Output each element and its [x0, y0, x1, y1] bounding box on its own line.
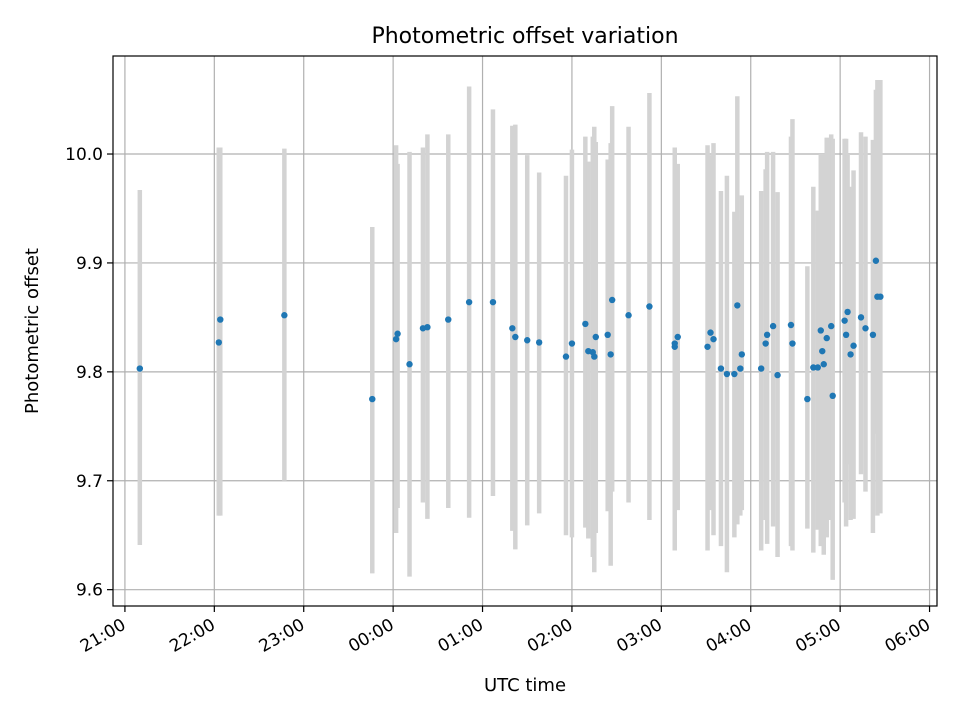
data-point	[737, 365, 744, 372]
x-tick-label: 04:00	[703, 615, 755, 657]
data-point	[841, 317, 848, 324]
x-axis-ticks: 21:00 22:00 23:00 00:00 01:00 02:00 03:00 04:00…	[77, 606, 934, 657]
data-point	[704, 343, 711, 350]
y-tick-label: 9.6	[76, 581, 103, 601]
x-axis-label: UTC time	[484, 675, 566, 696]
data-point	[489, 298, 497, 306]
x-tick-label: 06:00	[882, 615, 934, 657]
data-point	[862, 325, 869, 332]
data-point	[823, 334, 830, 342]
data-point	[217, 316, 224, 323]
data-point	[445, 316, 452, 323]
x-tick-label: 01:00	[435, 615, 487, 657]
data-point	[872, 257, 880, 264]
x-tick-label: 05:00	[792, 615, 844, 657]
data-point	[509, 325, 516, 332]
data-point	[424, 323, 431, 331]
data-point	[524, 337, 531, 344]
data-point	[535, 339, 543, 346]
data-point	[215, 339, 222, 346]
x-tick-label: 21:00	[77, 615, 129, 657]
data-point	[671, 340, 678, 347]
data-point	[674, 333, 681, 341]
data-point	[850, 342, 857, 349]
y-tick-label: 9.7	[76, 472, 103, 492]
x-tick-label: 22:00	[166, 615, 218, 657]
data-point	[828, 322, 835, 330]
x-tick-label: 02:00	[524, 615, 576, 657]
data-point	[646, 303, 653, 310]
data-point	[136, 365, 144, 372]
data-point	[857, 314, 865, 321]
data-point	[592, 333, 599, 341]
data-point	[406, 361, 413, 368]
data-points	[136, 257, 884, 403]
data-point	[814, 364, 821, 371]
data-point	[817, 327, 824, 334]
data-point	[465, 298, 473, 306]
data-point	[738, 351, 746, 358]
y-axis-ticks: 9.6 9.7 9.8 9.9 10.0	[65, 145, 113, 601]
data-point	[769, 322, 777, 330]
data-point	[819, 347, 826, 355]
data-point	[723, 370, 731, 378]
data-point	[877, 293, 884, 300]
data-point	[763, 331, 771, 339]
y-tick-label: 9.8	[76, 363, 103, 383]
y-tick-label: 9.9	[76, 254, 103, 274]
data-point	[392, 335, 400, 343]
chart-title: Photometric offset variation	[371, 24, 678, 49]
data-point	[604, 331, 611, 339]
data-point	[787, 321, 795, 329]
data-point	[591, 353, 598, 360]
data-point	[810, 364, 817, 371]
plot-frame	[112, 55, 938, 607]
data-point	[608, 296, 616, 304]
data-point	[625, 312, 632, 319]
data-point	[842, 331, 850, 339]
y-tick-label: 10.0	[65, 145, 103, 165]
data-point	[562, 353, 570, 360]
data-point	[757, 365, 765, 372]
data-point	[707, 329, 714, 336]
data-point	[774, 371, 781, 379]
data-point	[804, 395, 811, 403]
data-point	[847, 351, 854, 358]
data-point	[829, 392, 836, 400]
data-point	[717, 365, 725, 372]
data-point	[512, 333, 519, 341]
data-point	[568, 340, 576, 347]
data-point	[789, 340, 796, 347]
data-point	[281, 312, 288, 319]
data-point	[844, 308, 851, 316]
y-axis-label: Photometric offset	[22, 248, 43, 414]
data-point	[710, 335, 717, 343]
data-point	[869, 331, 877, 339]
x-tick-label: 23:00	[256, 615, 308, 657]
data-point	[582, 320, 589, 328]
data-point	[731, 370, 738, 378]
x-tick-label: 00:00	[345, 615, 397, 657]
data-point	[607, 351, 614, 358]
data-point	[762, 340, 769, 347]
x-tick-label: 03:00	[613, 615, 665, 657]
data-point	[734, 302, 741, 309]
data-point	[820, 361, 827, 368]
data-point	[394, 330, 401, 337]
data-point	[369, 395, 376, 403]
